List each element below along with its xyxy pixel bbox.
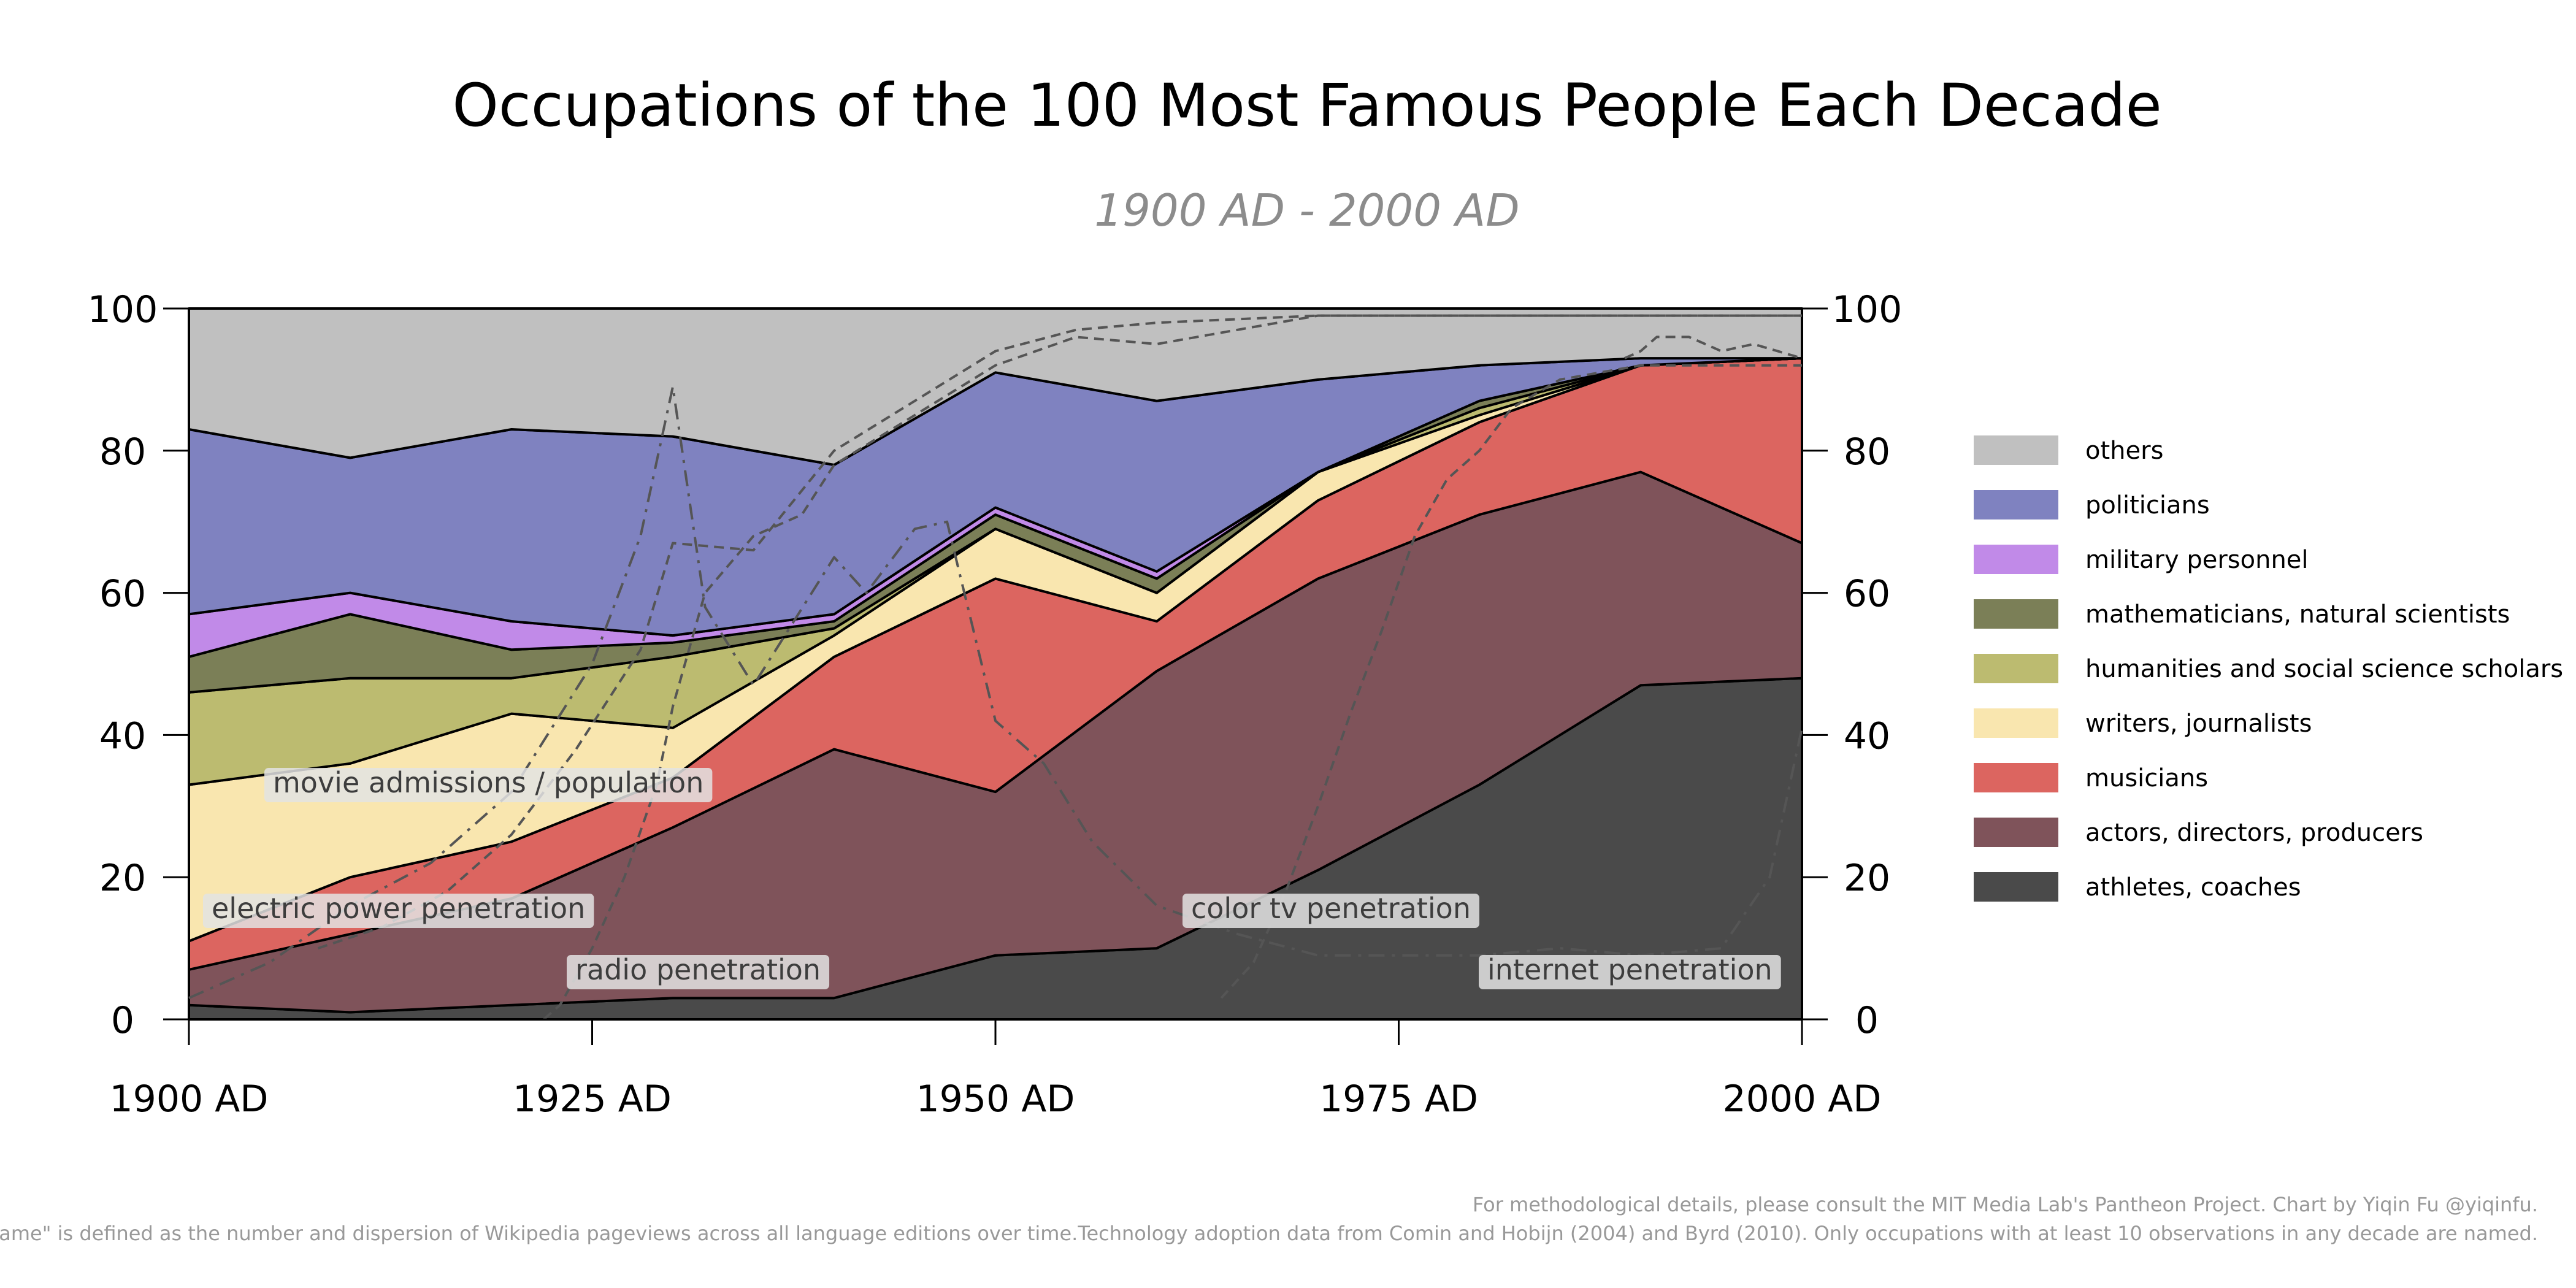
legend-item-others: others [1974, 435, 2163, 465]
y-tick-label-left: 60 [99, 573, 146, 616]
legend-swatch [1974, 818, 2058, 847]
annotation-text: movie admissions / population [273, 766, 703, 799]
annotation-text: internet penetration [1487, 953, 1773, 986]
legend-item-actors-directors-producers: actors, directors, producers [1974, 818, 2423, 847]
x-tick-label: 1900 AD [109, 1078, 268, 1121]
axes: 1900 AD 1925 AD 1950 AD 1975 AD 2000 AD 0 0 20 2… [88, 288, 1903, 1121]
y-tick-label-left: 0 [111, 999, 134, 1042]
legend-label: athletes, coaches [2085, 873, 2301, 902]
legend-label: politicians [2085, 491, 2210, 519]
legend: others politicians military personnel mathe… [1974, 435, 2563, 902]
legend-swatch [1974, 708, 2058, 738]
legend-swatch [1974, 763, 2058, 792]
y-tick-label-right: 0 [1855, 999, 1879, 1042]
annotation-movie-admissions-population: movie admissions / population [264, 766, 713, 802]
legend-swatch [1974, 490, 2058, 519]
y-tick-label-left: 40 [99, 715, 146, 757]
footer: For methodological details, please consu… [0, 1193, 2538, 1245]
legend-item-writers-journalists: writers, journalists [1974, 708, 2312, 738]
y-tick-label-left: 80 [99, 431, 146, 473]
annotation-box [1479, 955, 1781, 989]
legend-label: actors, directors, producers [2085, 819, 2423, 847]
legend-swatch [1974, 654, 2058, 683]
annotation-box [203, 894, 594, 928]
y-tick-label-right: 100 [1832, 288, 1903, 331]
y-tick-label-right: 40 [1844, 715, 1890, 757]
legend-label: mathematicians, natural scientists [2085, 600, 2510, 629]
annotation-electric-power-penetration: electric power penetration [203, 892, 594, 928]
legend-swatch [1974, 872, 2058, 902]
annotation-internet-penetration: internet penetration [1479, 953, 1781, 989]
legend-label: military personnel [2085, 546, 2309, 574]
footer-note: "Fame" is defined as the number and disp… [0, 1222, 2538, 1245]
x-tick-label: 1925 AD [513, 1078, 672, 1121]
chart-subtitle: 1900 AD - 2000 AD [1094, 185, 1519, 236]
annotation-text: electric power penetration [212, 892, 585, 925]
legend-swatch [1974, 435, 2058, 465]
annotation-layer: movie admissions / population electric po… [203, 766, 1781, 989]
chart-title: Occupations of the 100 Most Famous Peopl… [452, 71, 2161, 140]
legend-label: humanities and social science scholars [2085, 655, 2563, 683]
annotation-text: color tv penetration [1191, 892, 1471, 925]
legend-item-musicians: musicians [1974, 763, 2208, 792]
y-tick-label-left: 20 [99, 857, 146, 900]
y-tick-label-right: 20 [1844, 857, 1890, 900]
annotation-color-tv-penetration: color tv penetration [1183, 892, 1479, 928]
legend-swatch [1974, 599, 2058, 629]
overlay-line-movie-admissions-population [188, 385, 1803, 1000]
x-tick-label: 1975 AD [1319, 1078, 1478, 1121]
annotation-text: radio penetration [575, 953, 821, 986]
overlay-line-radio-penetration [543, 314, 1802, 1021]
overlay-line-color-tv-penetration [1220, 364, 1802, 999]
footer-note: For methodological details, please consu… [1473, 1193, 2538, 1216]
legend-label: musicians [2085, 764, 2208, 792]
y-tick-label-left: 100 [88, 288, 158, 331]
annotation-box [264, 768, 713, 802]
overlay-line-internet-penetration [1623, 335, 1803, 360]
annotation-box [1183, 894, 1479, 928]
legend-item-politicians: politicians [1974, 490, 2210, 519]
overlay-lines [188, 314, 1803, 1021]
x-tick-label: 1950 AD [916, 1078, 1075, 1121]
y-tick-label-right: 80 [1844, 431, 1890, 473]
legend-label: others [2085, 437, 2163, 465]
legend-label: writers, journalists [2085, 710, 2312, 738]
annotation-box [567, 955, 830, 989]
y-tick-label-right: 60 [1844, 573, 1890, 616]
legend-item-humanities-and-social-science-scholars: humanities and social science scholars [1974, 654, 2563, 683]
legend-item-athletes-coaches: athletes, coaches [1974, 872, 2301, 902]
x-tick-label: 2000 AD [1722, 1078, 1881, 1121]
legend-item-military-personnel: military personnel [1974, 545, 2309, 574]
legend-item-mathematicians-natural-scientists: mathematicians, natural scientists [1974, 599, 2510, 629]
annotation-radio-penetration: radio penetration [567, 953, 830, 989]
legend-swatch [1974, 545, 2058, 574]
